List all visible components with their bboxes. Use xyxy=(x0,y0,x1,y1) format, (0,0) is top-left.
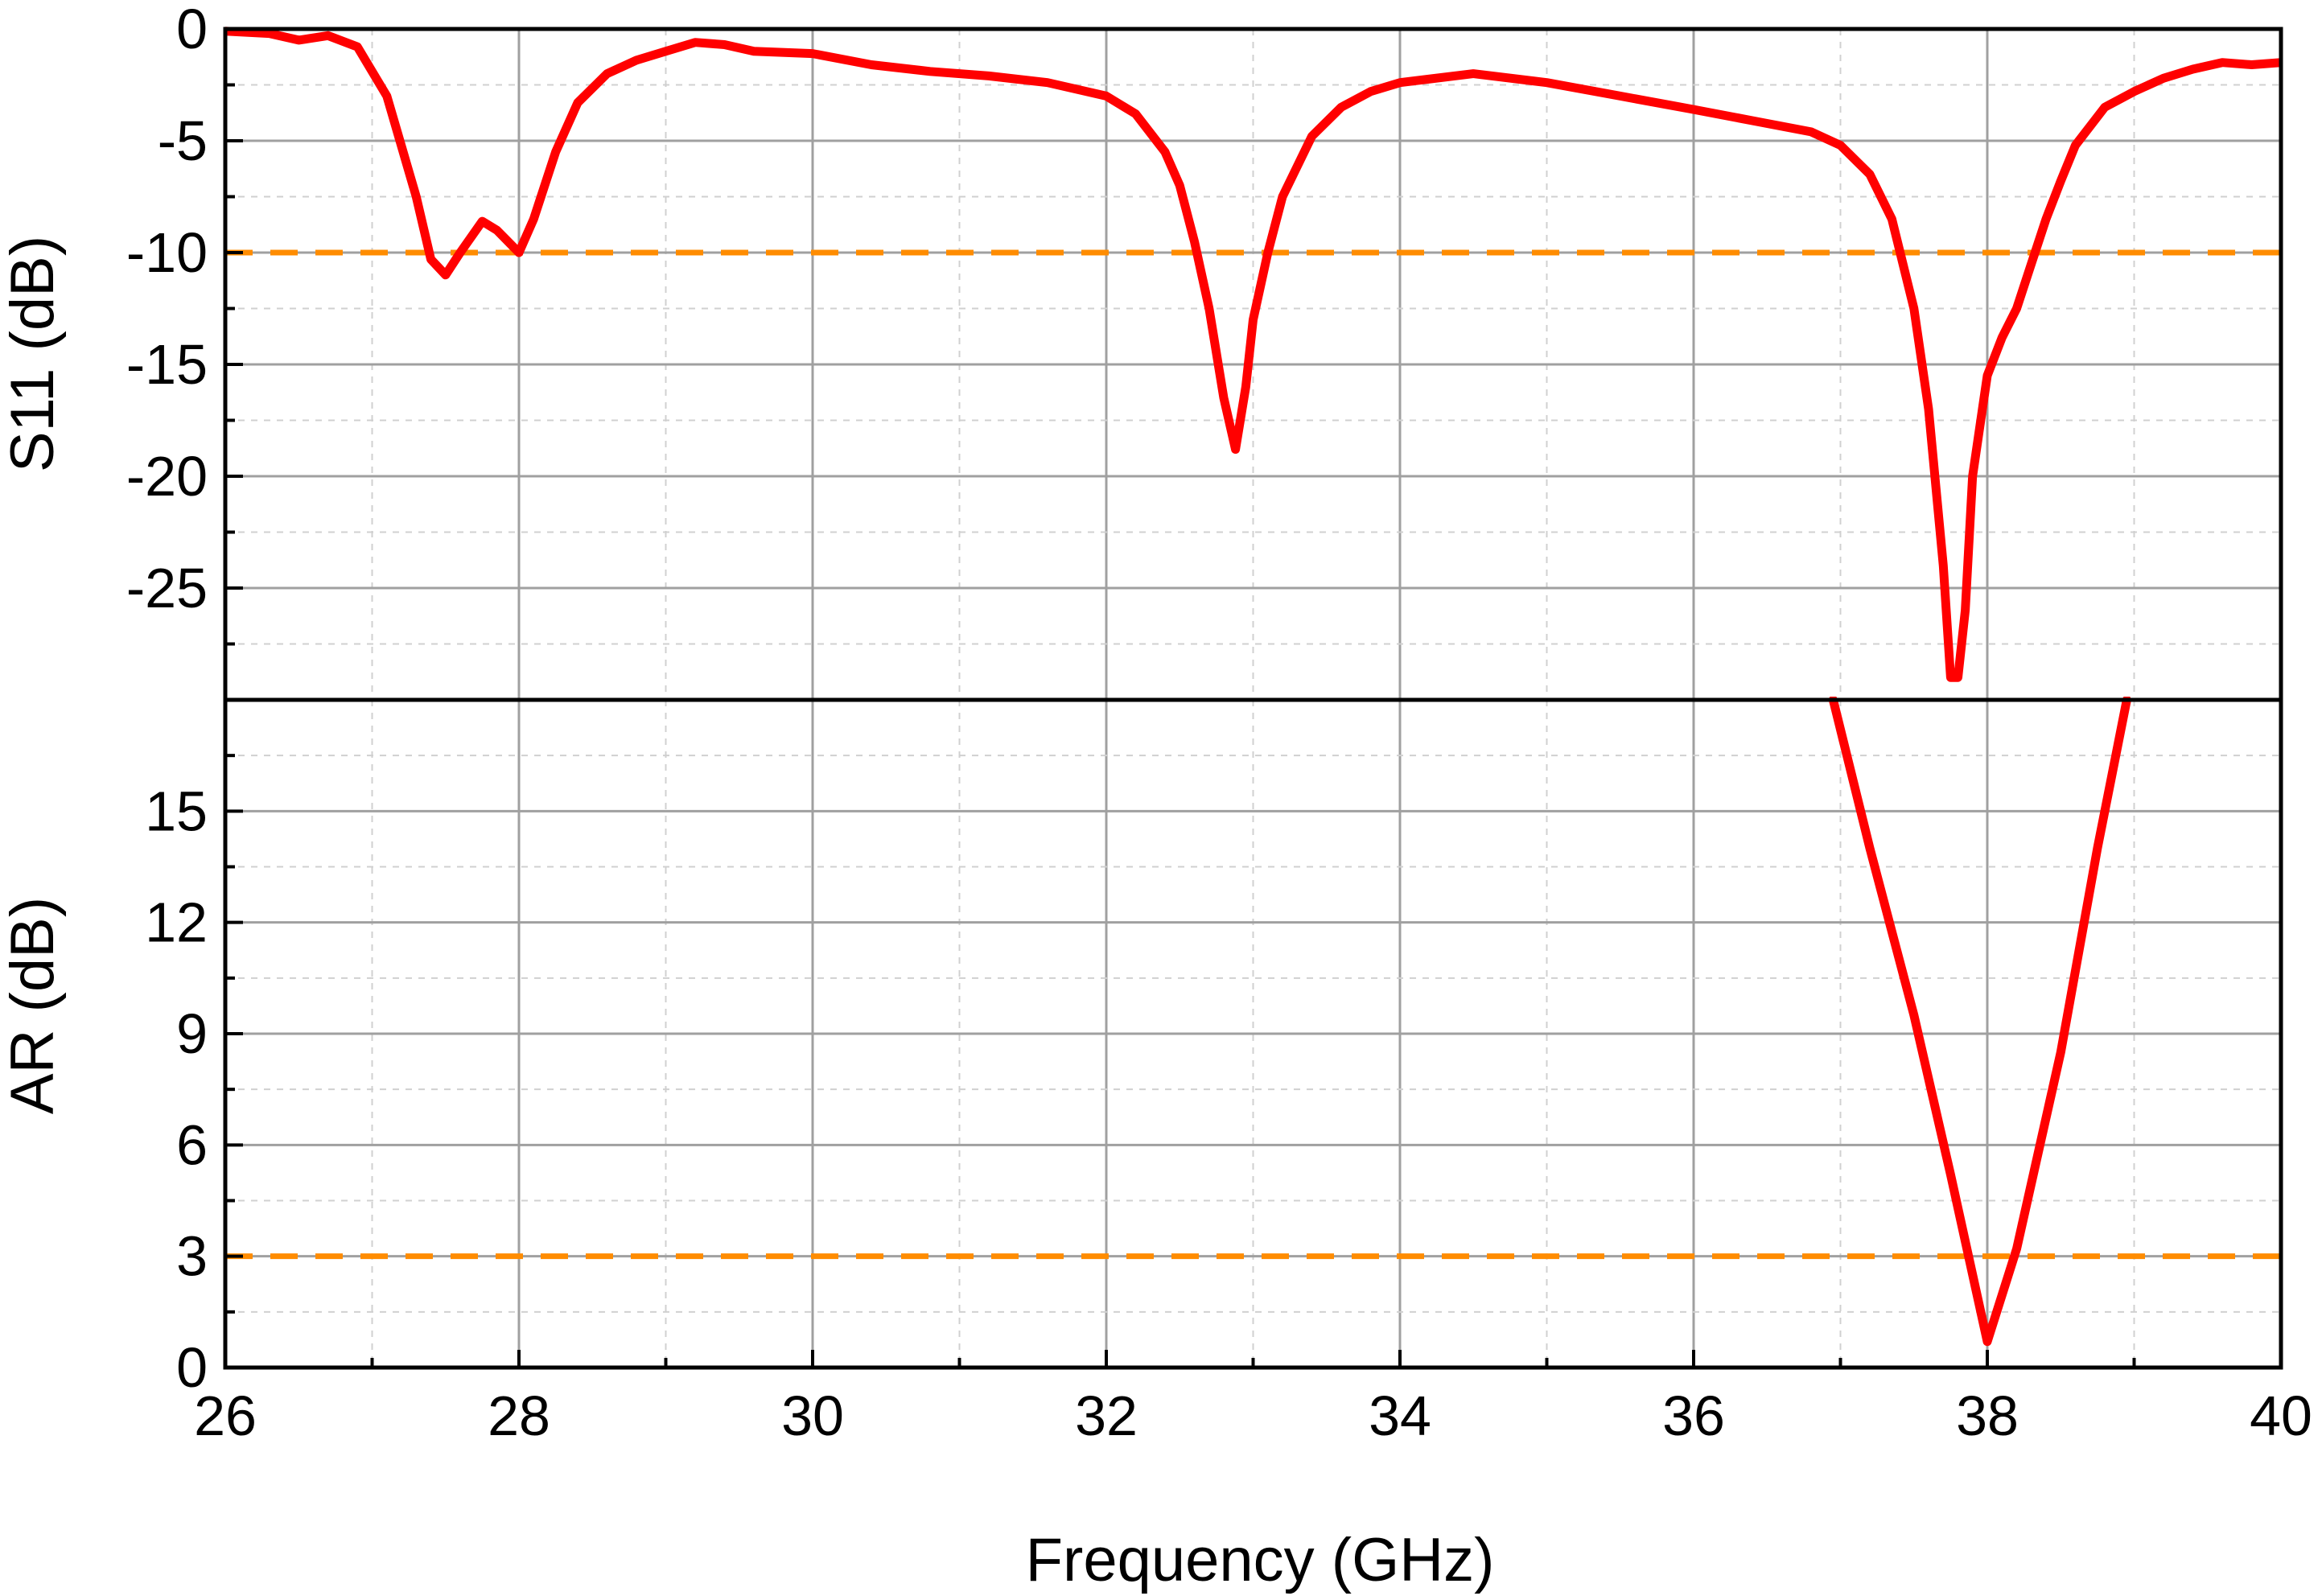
reference-lines xyxy=(225,249,2281,1260)
data-series xyxy=(225,27,2281,1347)
x-tick-label: 38 xyxy=(1956,1384,2019,1447)
x-axis-title: Frequency (GHz) xyxy=(1026,1526,1495,1594)
x-tick-label: 30 xyxy=(781,1384,844,1447)
tick-marks xyxy=(224,27,2283,1369)
x-tick-label: 36 xyxy=(1662,1384,1725,1447)
y-tick-label: -5 xyxy=(158,109,208,172)
x-tick-label: 32 xyxy=(1075,1384,1138,1447)
x-tick-label: 40 xyxy=(2250,1384,2312,1447)
y-tick-label: -10 xyxy=(126,221,208,284)
y-tick-label: -25 xyxy=(126,557,208,619)
s11-curve xyxy=(225,27,2281,682)
y-tick-label: 0 xyxy=(176,1336,208,1399)
y-tick-label: 3 xyxy=(176,1225,208,1288)
bottom-y-axis-title: AR (dB) xyxy=(0,897,67,1114)
top-y-axis-title: S11 (dB) xyxy=(0,236,67,472)
y-tick-label: -15 xyxy=(126,333,208,396)
y-tick-label: 15 xyxy=(145,779,208,842)
y-tick-label: 12 xyxy=(145,891,208,954)
y-tick-label: -20 xyxy=(126,445,208,508)
y-tick-label: 9 xyxy=(176,1002,208,1065)
x-tick-label: 34 xyxy=(1369,1384,1431,1447)
ar-curve xyxy=(1828,697,2131,1347)
y-tick-label: 6 xyxy=(176,1113,208,1176)
x-tick-label: 28 xyxy=(488,1384,550,1447)
y-tick-label: 0 xyxy=(176,0,208,60)
x-tick-label: 26 xyxy=(194,1384,257,1447)
